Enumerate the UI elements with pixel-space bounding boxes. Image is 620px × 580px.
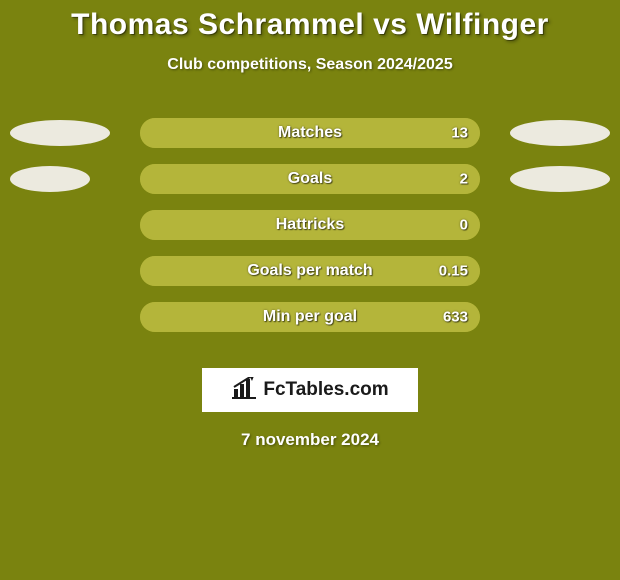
logo-box: FcTables.com <box>202 368 418 412</box>
stats-rows: Matches13 Goals2 Hattricks0 Goals per match… <box>0 110 620 340</box>
stat-row: Hattricks0 <box>0 202 620 248</box>
player-left-ellipse <box>10 120 110 146</box>
subtitle: Club competitions, Season 2024/2025 <box>0 56 620 74</box>
stat-row: Matches13 <box>0 110 620 156</box>
stat-bar: Hattricks0 <box>140 210 480 240</box>
bar-chart-icon <box>231 377 257 404</box>
stat-label: Hattricks <box>140 216 480 234</box>
logo-text: FcTables.com <box>263 379 388 401</box>
stat-label: Matches <box>140 124 480 142</box>
stat-label: Goals per match <box>140 262 480 280</box>
player-right-ellipse <box>510 166 610 192</box>
stat-bar: Goals per match0.15 <box>140 256 480 286</box>
stat-row: Goals2 <box>0 156 620 202</box>
stat-bar: Matches13 <box>140 118 480 148</box>
stat-row: Min per goal633 <box>0 294 620 340</box>
stat-bar: Goals2 <box>140 164 480 194</box>
stat-value: 0 <box>460 217 468 234</box>
stat-label: Min per goal <box>140 308 480 326</box>
stat-label: Goals <box>140 170 480 188</box>
player-right-ellipse <box>510 120 610 146</box>
stat-value: 0.15 <box>439 263 468 280</box>
stat-value: 633 <box>443 309 468 326</box>
player-left-ellipse <box>10 166 90 192</box>
stat-bar: Min per goal633 <box>140 302 480 332</box>
stat-value: 2 <box>460 171 468 188</box>
stat-row: Goals per match0.15 <box>0 248 620 294</box>
comparison-infographic: Thomas Schrammel vs Wilfinger Club compe… <box>0 0 620 580</box>
page-title: Thomas Schrammel vs Wilfinger <box>0 0 620 42</box>
date-label: 7 november 2024 <box>0 430 620 450</box>
stat-value: 13 <box>451 125 468 142</box>
